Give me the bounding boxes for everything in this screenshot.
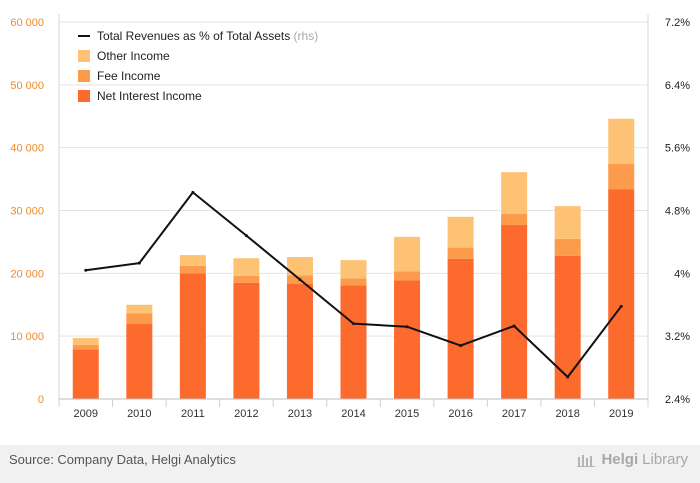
bar-other-income-2012 [233, 258, 260, 276]
bar-net-interest-income-2010 [126, 323, 153, 399]
chart: 0 10 000 20 000 30 000 40 000 50 000 60 000 2.4… [10, 14, 690, 420]
line-point-2014 [352, 322, 355, 326]
line-point-2010 [137, 261, 141, 265]
x-tick-label: 2015 [395, 408, 419, 420]
right-tick-label: 5.6% [665, 143, 690, 155]
x-tick-label: 2012 [234, 408, 258, 420]
right-tick-label: 3.2% [665, 331, 690, 343]
bar-fee-income-2016 [447, 247, 474, 259]
left-tick-label: 50 000 [10, 80, 44, 92]
right-tick-label: 6.4% [665, 80, 690, 92]
bar-net-interest-income-2017 [501, 224, 528, 399]
bar-net-interest-income-2013 [286, 284, 313, 399]
bar-fee-income-2009 [72, 344, 99, 350]
x-tick-label: 2014 [341, 408, 365, 420]
bar-fee-income-2014 [340, 278, 367, 286]
bar-net-interest-income-2011 [179, 273, 206, 399]
x-tick-label: 2011 [181, 408, 205, 420]
gridlines [59, 21, 648, 337]
bar-other-income-2009 [72, 338, 99, 345]
x-tick-label: 2017 [502, 408, 526, 420]
library-icon [577, 454, 596, 467]
line-point-2019 [619, 304, 623, 308]
right-tick-label: 7.2% [665, 17, 690, 29]
line-point-2016 [459, 344, 463, 348]
right-tick-label: 4.8% [665, 206, 690, 218]
legend-label: Other Income [97, 49, 170, 63]
line-point-2012 [244, 234, 248, 238]
legend: Total Revenues as % of Total Assets (rhs… [78, 29, 318, 103]
line-point-2018 [566, 375, 570, 379]
left-tick-label: 60 000 [10, 17, 44, 29]
x-tick-label: 2009 [74, 408, 98, 420]
left-tick-label: 30 000 [10, 206, 44, 218]
line-point-2013 [298, 278, 302, 282]
brand-logo: Helgi Library [577, 451, 688, 468]
bar-other-income-2019 [608, 118, 635, 165]
bar-fee-income-2012 [233, 275, 260, 283]
legend-swatch [78, 70, 90, 82]
x-tick-label: 2010 [127, 408, 151, 420]
left-tick-label: 40 000 [10, 143, 44, 155]
legend-swatch [78, 90, 90, 102]
x-tick-label: 2018 [555, 408, 579, 420]
legend-label: Total Revenues as % of Total Assets (rhs… [97, 29, 318, 43]
bar-fee-income-2015 [394, 271, 421, 281]
bar-net-interest-income-2019 [608, 189, 635, 399]
left-tick-label: 10 000 [10, 331, 44, 343]
bars [72, 118, 635, 399]
right-tick-label: 4% [674, 268, 690, 280]
left-tick-label: 20 000 [10, 268, 44, 280]
revenue-ratio-line-layer [84, 190, 623, 379]
line-point-2009 [84, 268, 88, 272]
line-point-2015 [405, 325, 409, 329]
bar-net-interest-income-2018 [554, 255, 581, 399]
right-tick-label: 2.4% [665, 394, 690, 406]
line-point-2017 [512, 324, 516, 328]
legend-swatch [78, 50, 90, 62]
bar-net-interest-income-2015 [394, 280, 421, 399]
legend-rhs-tag: (rhs) [290, 29, 318, 43]
bar-other-income-2017 [501, 172, 528, 214]
bar-net-interest-income-2012 [233, 282, 260, 399]
x-tick-label: 2013 [288, 408, 312, 420]
brand-prefix: Helgi [601, 451, 639, 468]
bar-net-interest-income-2009 [72, 349, 99, 399]
bar-other-income-2013 [286, 256, 313, 276]
axes: 0 10 000 20 000 30 000 40 000 50 000 60 000 2.4… [10, 14, 690, 420]
bar-other-income-2015 [394, 236, 421, 272]
bar-other-income-2014 [340, 260, 367, 279]
line-point-2011 [191, 190, 195, 194]
left-tick-label: 0 [38, 394, 44, 406]
footer: Source: Company Data, Helgi Analytics He… [0, 445, 700, 483]
source-note: Source: Company Data, Helgi Analytics [9, 452, 236, 467]
x-tick-label: 2016 [448, 408, 472, 420]
bar-fee-income-2011 [179, 265, 206, 274]
legend-label: Net Interest Income [97, 89, 202, 103]
bar-net-interest-income-2016 [447, 258, 474, 399]
bar-other-income-2016 [447, 216, 474, 248]
bar-other-income-2011 [179, 255, 206, 266]
bar-net-interest-income-2014 [340, 285, 367, 399]
legend-label: Fee Income [97, 69, 161, 83]
brand-suffix: Library [642, 451, 688, 468]
bar-other-income-2018 [554, 206, 581, 239]
x-tick-label: 2019 [609, 408, 633, 420]
bar-fee-income-2017 [501, 213, 528, 225]
bar-fee-income-2019 [608, 164, 635, 190]
bar-other-income-2010 [126, 304, 153, 314]
bar-fee-income-2018 [554, 238, 581, 256]
bar-fee-income-2010 [126, 313, 153, 324]
